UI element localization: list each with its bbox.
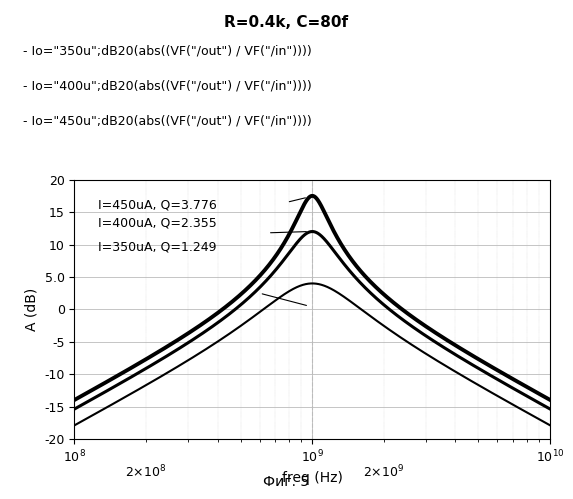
Text: I=400uA, Q=2.355: I=400uA, Q=2.355 [97,217,216,230]
Y-axis label: A (dB): A (dB) [25,288,39,331]
Text: - Io="450u";dB20(abs((VF("/out") / VF("/in")))): - Io="450u";dB20(abs((VF("/out") / VF("/… [23,115,312,128]
Text: - Io="350u";dB20(abs((VF("/out") / VF("/in")))): - Io="350u";dB20(abs((VF("/out") / VF("/… [23,45,312,58]
Text: I=350uA, Q=1.249: I=350uA, Q=1.249 [97,241,216,254]
X-axis label: freq (Hz): freq (Hz) [282,471,343,485]
Text: $2{\times}10^{9}$: $2{\times}10^{9}$ [363,464,405,481]
Text: $2{\times}10^{8}$: $2{\times}10^{8}$ [125,464,167,481]
Text: Фиг. 5: Фиг. 5 [264,475,309,489]
Text: R=0.4k, C=80f: R=0.4k, C=80f [225,15,348,30]
Text: - Io="400u";dB20(abs((VF("/out") / VF("/in")))): - Io="400u";dB20(abs((VF("/out") / VF("/… [23,80,312,93]
Text: I=450uA, Q=3.776: I=450uA, Q=3.776 [97,199,216,212]
